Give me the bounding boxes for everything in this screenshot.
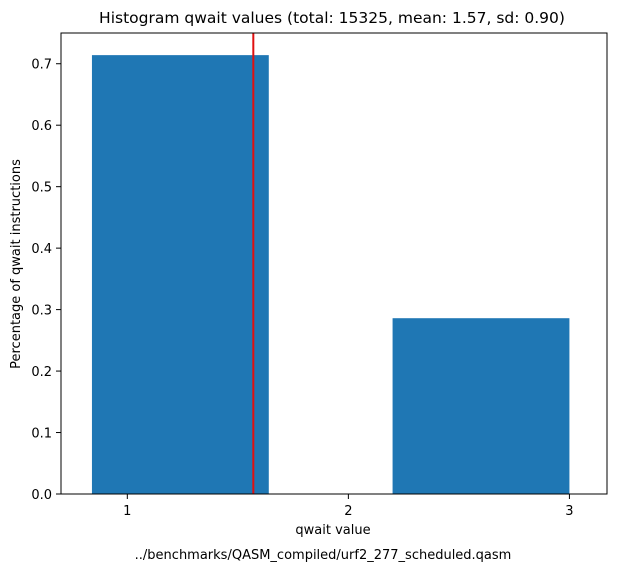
y-axis-label: Percentage of qwait instructions: [9, 159, 24, 369]
y-tick-label-7: 0.7: [31, 58, 52, 73]
y-tick-label-1: 0.1: [31, 427, 52, 442]
footnote: ../benchmarks/QASM_compiled/urf2_277_sch…: [135, 548, 512, 563]
x-axis-label: qwait value: [295, 523, 370, 538]
plot-frame: [60, 32, 608, 495]
x-tick-label-1: 2: [344, 504, 352, 519]
y-tick-label-3: 0.3: [31, 304, 52, 319]
y-tick-label-2: 0.2: [31, 365, 52, 380]
chart-title: Histogram qwait values (total: 15325, me…: [99, 9, 565, 27]
plot-area: 1 2 3 0.0 0.1 0.2 0.3 0.4 0.5 0.6 0.7: [31, 33, 574, 519]
x-tick-label-2: 3: [565, 504, 573, 519]
y-tick-label-0: 0.0: [31, 488, 52, 503]
y-tick-label-5: 0.5: [31, 181, 52, 196]
y-tick-label-4: 0.4: [31, 242, 52, 257]
bar-0: [91, 55, 269, 495]
x-tick-label-0: 1: [123, 504, 131, 519]
bar-2: [392, 318, 570, 494]
y-tick-label-6: 0.6: [31, 119, 52, 134]
